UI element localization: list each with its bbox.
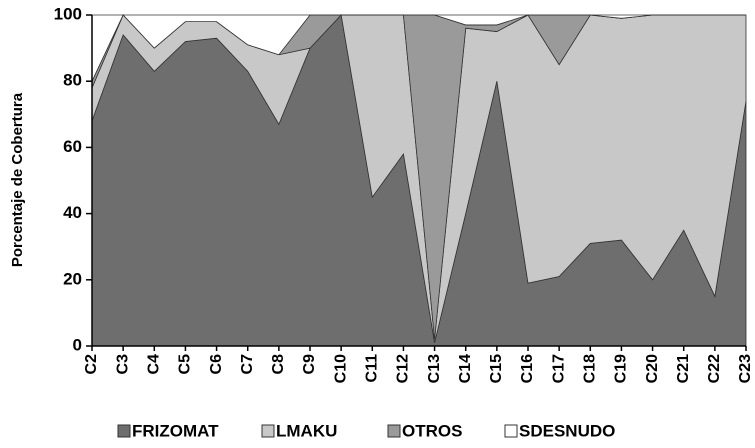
x-tick-label: C19 <box>613 354 630 383</box>
x-tick-label: C8 <box>270 354 287 375</box>
legend-swatch <box>117 424 131 438</box>
y-tick-label: 20 <box>63 269 82 288</box>
x-tick-label: C15 <box>488 354 505 383</box>
y-tick-label: 40 <box>63 203 82 222</box>
y-tick-label: 0 <box>73 335 82 354</box>
x-tick-label: C14 <box>457 354 474 383</box>
x-tick-label: C23 <box>737 354 754 383</box>
legend-label: SDESNUDO <box>519 421 615 440</box>
legend-label: FRIZOMAT <box>132 421 219 440</box>
legend-swatch <box>504 424 518 438</box>
x-tick-label: C7 <box>239 354 256 375</box>
legend-label: OTROS <box>402 421 462 440</box>
legend-swatch <box>387 424 401 438</box>
y-axis-label: Porcentaje de Cobertura <box>9 92 26 267</box>
x-tick-label: C12 <box>395 354 412 383</box>
area <box>91 14 746 82</box>
x-tick-label: C17 <box>550 354 567 383</box>
y-tick-label: 100 <box>54 4 82 23</box>
y-tick-label: 80 <box>63 71 82 90</box>
x-tick-label: C2 <box>83 354 100 375</box>
x-tick-label: C18 <box>582 354 599 383</box>
y-tick-label: 60 <box>63 137 82 156</box>
x-tick-label: C9 <box>301 354 318 375</box>
legend-label: LMAKU <box>276 421 337 440</box>
legend-swatch <box>261 424 275 438</box>
x-tick-label: C3 <box>114 354 131 375</box>
x-tick-label: C22 <box>706 354 723 383</box>
x-tick-label: C6 <box>208 354 225 375</box>
x-tick-label: C11 <box>364 354 381 383</box>
x-tick-label: C10 <box>332 354 349 383</box>
x-tick-label: C20 <box>644 354 661 383</box>
x-tick-label: C21 <box>675 354 692 383</box>
x-tick-label: C13 <box>426 354 443 383</box>
x-tick-label: C16 <box>519 354 536 383</box>
x-tick-label: C5 <box>177 354 194 375</box>
x-tick-label: C4 <box>146 354 163 375</box>
